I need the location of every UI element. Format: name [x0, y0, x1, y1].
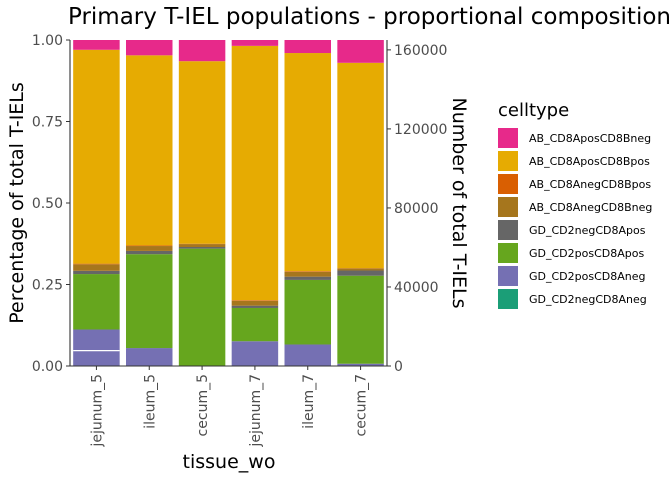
legend-swatch: [498, 243, 518, 263]
bar-segment: [231, 305, 279, 308]
y2-tick-label: 160000: [394, 43, 447, 59]
bar-segment: [126, 250, 173, 255]
y-axis-title: Percentage of total T-IELs: [6, 82, 28, 324]
bar-segment: [284, 53, 331, 272]
legend-label: AB_CD8AnegCD8Bpos: [529, 178, 651, 191]
x-tick-label: jejunum_7: [248, 374, 264, 448]
bar-segment: [73, 264, 120, 271]
x-tick-label: cecum_7: [354, 374, 370, 436]
legend: celltype AB_CD8AposCD8Bneg AB_CD8AposCD8B…: [498, 100, 652, 309]
bar-segment: [337, 275, 384, 364]
plot-area: [73, 40, 384, 366]
bar-segment: [337, 363, 384, 366]
legend-swatch: [498, 174, 518, 194]
y-tick-label: 0.25: [32, 278, 63, 294]
x-tick-label: cecum_5: [195, 374, 211, 436]
bar-segment: [231, 40, 279, 46]
y2-tick-label: 80000: [394, 201, 439, 217]
bar-segment: [126, 246, 173, 251]
y-tick-label: 1.00: [32, 33, 63, 49]
bar-segment: [73, 274, 120, 330]
y2-axis-title: Number of total T-IELs: [448, 97, 470, 308]
bar-segment: [126, 348, 173, 366]
bar-segment: [178, 40, 226, 62]
bar-segment: [284, 344, 331, 366]
bar-segment: [126, 40, 173, 56]
bar-segment: [73, 263, 120, 265]
x-tick-label: ileum_5: [142, 374, 158, 429]
bar-segment: [284, 271, 331, 272]
bar-segment: [231, 45, 279, 301]
bar-segment: [231, 300, 279, 301]
legend-label: AB_CD8AposCD8Bneg: [529, 132, 651, 145]
y-axis-left: 0.00 0.25 0.50 0.75 1.00: [32, 33, 71, 375]
bar-segment: [73, 270, 120, 275]
legend-swatch: [498, 220, 518, 240]
bar-segment: [73, 49, 120, 264]
bar-segment: [231, 300, 279, 306]
legend-swatch: [498, 266, 518, 286]
y-tick-label: 0.50: [32, 196, 63, 212]
chart-title: Primary T-IEL populations - proportional…: [68, 4, 672, 30]
bar-segment: [73, 329, 120, 366]
x-axis-title: tissue_wo: [183, 451, 276, 473]
legend-swatch: [498, 151, 518, 171]
y2-tick-label: 120000: [394, 122, 447, 138]
bar-segment: [126, 55, 173, 246]
legend-swatch: [498, 289, 518, 309]
bar-segment: [284, 271, 331, 277]
y-axis-right: 0 40000 80000 120000 160000: [386, 40, 447, 375]
bar-segment: [126, 245, 173, 247]
x-axis: jejunum_5 ileum_5 cecum_5 jejunum_7 ileum_7 c…: [70, 365, 387, 448]
bar-segment: [284, 40, 331, 54]
x-tick-label: jejunum_5: [89, 374, 105, 448]
legend-label: AB_CD8AposCD8Bpos: [529, 155, 650, 168]
legend-label: GD_CD2posCD8Aneg: [529, 270, 645, 283]
bar-segment: [231, 341, 279, 366]
legend-title: celltype: [498, 100, 569, 121]
bar-segment: [284, 279, 331, 345]
bar-segment: [178, 248, 226, 366]
legend-swatch: [498, 128, 518, 148]
legend-label: GD_CD2negCD8Aneg: [529, 293, 647, 306]
bar-segment: [178, 247, 226, 249]
bar-segment: [126, 254, 173, 349]
bar-segment: [178, 61, 226, 244]
x-tick-label: ileum_7: [301, 374, 317, 429]
y2-tick-label: 0: [394, 359, 403, 375]
y2-tick-label: 40000: [394, 280, 439, 296]
bar-segment: [337, 62, 384, 269]
legend-swatch: [498, 197, 518, 217]
bar-segment: [178, 244, 226, 248]
y-tick-label: 0.00: [32, 359, 63, 375]
bar-segment: [73, 40, 120, 50]
bar-segment: [337, 270, 384, 276]
bar-segment: [337, 268, 384, 271]
bar-segment: [284, 276, 331, 280]
legend-label: GD_CD2posCD8Apos: [529, 247, 644, 260]
bar-segment: [231, 307, 279, 342]
legend-label: AB_CD8AnegCD8Bneg: [529, 201, 652, 214]
legend-label: GD_CD2negCD8Apos: [529, 224, 646, 237]
y-tick-label: 0.75: [32, 115, 63, 131]
bar-segment: [337, 40, 384, 63]
